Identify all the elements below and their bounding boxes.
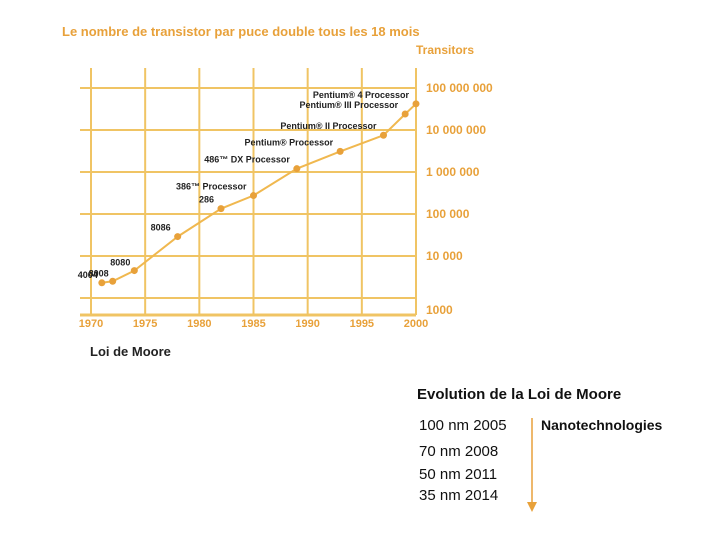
data-points	[98, 100, 420, 287]
y-tick-label: 100 000 000	[426, 81, 493, 95]
point-label: 8086	[151, 223, 171, 233]
point-label: 386™ Processor	[176, 182, 247, 192]
x-tick-label: 1985	[241, 318, 265, 330]
nanotechnologies-label: Nanotechnologies	[541, 417, 663, 433]
data-point	[174, 233, 182, 241]
y-tick-label: 10 000 000	[426, 123, 486, 137]
grid	[80, 68, 417, 317]
x-tick-label: 2000	[404, 318, 428, 330]
data-point	[401, 110, 409, 118]
point-label: 4004	[78, 270, 98, 280]
chart-title: Le nombre de transistor par puce double …	[62, 24, 420, 39]
evolution-item: 35 nm 2014	[419, 487, 499, 504]
data-point	[336, 147, 344, 155]
x-tick-label: 1990	[295, 318, 319, 330]
x-tick-label: 1975	[133, 318, 157, 330]
evolution-title: Evolution de la Loi de Moore	[417, 386, 622, 403]
point-label: 8080	[110, 258, 130, 268]
evolution-arrow-group	[527, 418, 537, 512]
point-label: Pentium® III Processor	[299, 100, 398, 110]
point-label: Pentium® Processor	[244, 137, 333, 147]
point-label: 286	[199, 195, 214, 205]
down-arrow-icon	[527, 502, 537, 512]
evolution-item: 100 nm 2005	[419, 417, 507, 434]
y-tick-label: 1000	[426, 303, 453, 317]
x-tick-label: 1970	[79, 318, 103, 330]
data-point	[109, 277, 117, 285]
data-point	[293, 165, 301, 173]
point-label: 8008	[89, 268, 109, 278]
x-tick-label: 1995	[350, 318, 374, 330]
data-point	[217, 205, 225, 213]
y-tick-label: 1 000 000	[426, 165, 480, 179]
y-tick-label: 10 000	[426, 249, 463, 263]
point-label: 486™ DX Processor	[204, 155, 290, 165]
data-point	[380, 131, 387, 139]
data-point	[130, 267, 138, 275]
point-label: Pentium® 4 Processor	[313, 90, 410, 100]
y-tick-label: 100 000	[426, 207, 470, 221]
evolution-item: 50 nm 2011	[419, 466, 498, 483]
data-point	[412, 100, 420, 108]
evolution-item: 70 nm 2008	[419, 443, 499, 460]
point-label: Pentium® II Processor	[280, 121, 377, 131]
data-point	[250, 192, 257, 200]
data-point	[98, 279, 106, 287]
x-tick-label: 1980	[187, 318, 211, 330]
chart-caption: Loi de Moore	[90, 344, 171, 359]
y-axis-title: Transitors	[416, 43, 475, 57]
